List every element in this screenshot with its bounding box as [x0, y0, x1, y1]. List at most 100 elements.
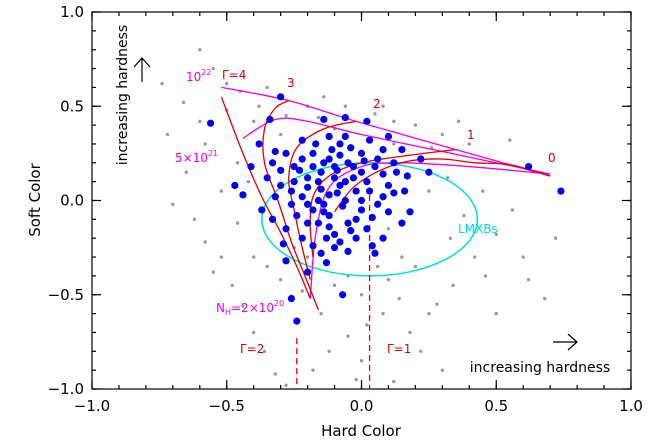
background-point	[494, 311, 498, 316]
source-point	[317, 168, 325, 176]
background-point	[235, 221, 240, 225]
source-point	[290, 178, 298, 186]
increasing-hardness-x-label: increasing hardness	[470, 360, 610, 376]
source-point	[295, 166, 304, 174]
source-point	[333, 166, 341, 174]
background-point	[359, 293, 364, 297]
background-point	[413, 123, 418, 127]
source-point	[341, 113, 349, 122]
source-point	[287, 187, 296, 195]
background-point	[346, 334, 350, 338]
background-point	[322, 95, 326, 99]
background-point	[203, 142, 207, 146]
source-point	[384, 132, 393, 141]
background-point	[456, 119, 461, 124]
nh-2e20-prefix: N	[216, 301, 225, 315]
background-point	[160, 81, 164, 86]
source-point	[271, 147, 279, 156]
background-point	[354, 377, 358, 382]
source-point	[524, 162, 533, 171]
arrow-up-icon	[133, 57, 151, 82]
background-point	[327, 349, 331, 353]
source-point	[309, 149, 317, 157]
background-point	[392, 119, 396, 124]
background-point	[316, 115, 321, 120]
source-point	[339, 202, 347, 210]
source-point	[341, 196, 349, 205]
source-point	[360, 157, 368, 165]
source-point	[384, 208, 393, 216]
x-tick-label: 0.0	[350, 397, 374, 415]
background-point	[192, 217, 197, 222]
background-point	[435, 302, 439, 306]
nh-5e21-exponent: 21	[208, 149, 218, 158]
background-point	[427, 311, 431, 316]
x-tick-label: −1.0	[74, 397, 110, 415]
source-point	[304, 219, 312, 227]
source-point	[282, 149, 290, 157]
source-point	[298, 234, 306, 242]
source-point	[320, 159, 328, 167]
background-point	[481, 189, 485, 193]
source-point	[336, 151, 344, 159]
source-point	[347, 144, 355, 152]
source-point	[341, 178, 349, 186]
source-point	[279, 240, 287, 248]
source-point	[290, 162, 298, 171]
source-point	[365, 136, 374, 144]
source-point	[268, 159, 277, 167]
background-point	[265, 85, 269, 90]
background-point	[230, 283, 234, 288]
source-point	[314, 219, 322, 227]
source-point	[328, 146, 336, 154]
background-point	[427, 189, 431, 193]
background-point	[235, 161, 240, 165]
gamma-track-line	[288, 120, 357, 280]
source-point	[390, 159, 398, 167]
source-point	[401, 187, 409, 195]
source-point	[304, 183, 312, 191]
source-point	[357, 149, 366, 157]
source-point	[325, 132, 333, 141]
lmxb-label: LMXBs	[458, 222, 498, 236]
source-point	[304, 268, 312, 276]
background-point	[284, 383, 288, 387]
source-point	[287, 294, 296, 303]
source-point	[330, 174, 339, 182]
gamma-2-dashed-label: Γ=2	[240, 342, 264, 356]
background-point	[278, 277, 283, 282]
source-point	[336, 140, 344, 148]
source-point	[403, 172, 411, 180]
source-point	[298, 136, 306, 144]
source-point	[357, 206, 366, 214]
nh-1e22-base: 10	[186, 70, 201, 84]
source-point	[344, 159, 352, 167]
background-point	[448, 236, 453, 240]
source-point	[341, 132, 349, 141]
background-point	[381, 104, 385, 108]
background-point	[300, 289, 304, 293]
source-point	[336, 238, 344, 246]
background-point	[508, 138, 512, 142]
source-point	[368, 213, 376, 222]
source-point	[352, 215, 360, 223]
nh-2e20-label: NH=2×1020	[216, 299, 284, 317]
source-point	[357, 196, 366, 205]
source-point	[379, 193, 387, 201]
background-point	[373, 112, 377, 116]
background-point	[400, 255, 404, 259]
source-point	[417, 155, 425, 163]
source-point	[206, 119, 215, 127]
background-point	[203, 240, 207, 244]
source-point	[287, 200, 296, 208]
source-point	[322, 259, 331, 267]
source-point	[293, 211, 301, 220]
x-tick-label: 1.0	[619, 397, 643, 415]
background-point	[440, 368, 445, 372]
background-point	[211, 270, 215, 274]
gamma-track-line	[220, 96, 311, 299]
background-point	[521, 255, 525, 259]
background-point	[184, 170, 189, 174]
source-point	[379, 146, 387, 154]
background-point	[319, 311, 323, 316]
